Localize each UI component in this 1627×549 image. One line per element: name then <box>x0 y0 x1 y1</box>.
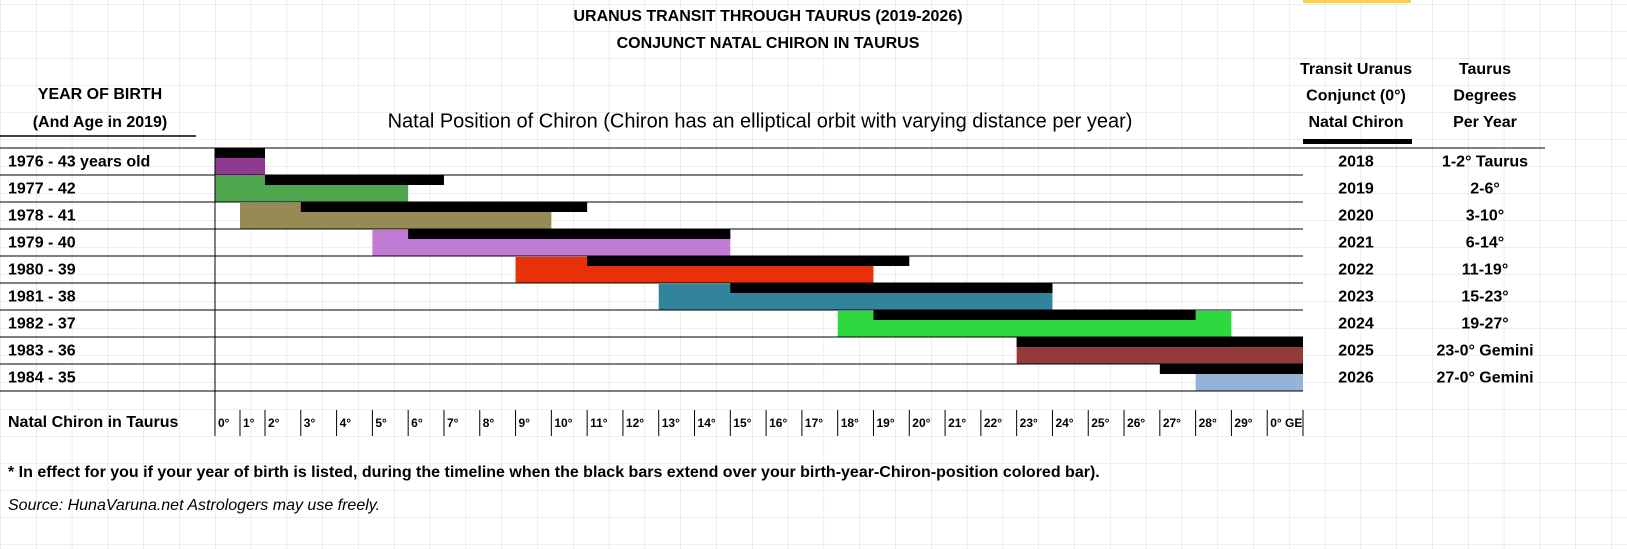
table-header: Per Year <box>1453 114 1517 131</box>
row-label: 1979 - 40 <box>8 235 76 252</box>
table-cell: 11-19° <box>1462 262 1508 279</box>
axis-tick-label: 7° <box>447 416 459 430</box>
axis-tick-label: 20° <box>912 416 930 430</box>
table-cell: 1-2° Taurus <box>1442 154 1528 171</box>
axis-tick-label: 12° <box>626 416 644 430</box>
axis-tick-label: 19° <box>876 416 894 430</box>
table-cell: 15-23° <box>1461 289 1508 306</box>
transit-bar <box>300 202 588 212</box>
transit-bar <box>1159 364 1303 374</box>
axis-tick-label: 27° <box>1163 416 1181 430</box>
table-cell: 23-0° Gemini <box>1436 343 1533 360</box>
row-header: YEAR OF BIRTH <box>38 86 162 103</box>
axis-tick-label: 28° <box>1199 416 1217 430</box>
axis-tick-label: 26° <box>1127 416 1145 430</box>
source: Source: HunaVaruna.net Astrologers may u… <box>8 497 380 514</box>
table-cell: 2022 <box>1338 262 1374 279</box>
table-header: Natal Chiron <box>1308 114 1403 131</box>
selection-edge <box>1303 0 1411 3</box>
table-cell: 27-0° Gemini <box>1436 370 1533 387</box>
subtitle: CONJUNCT NATAL CHIRON IN TAURUS <box>617 35 920 52</box>
table-cell: 6-14° <box>1466 235 1504 252</box>
row-label: 1977 - 42 <box>8 181 76 198</box>
axis-tick-label: 6° <box>411 416 423 430</box>
transit-bar <box>1016 337 1303 347</box>
row-label: 1981 - 38 <box>8 289 76 306</box>
axis-tick-label: 0° <box>218 416 230 430</box>
axis-tick-label: 18° <box>841 416 859 430</box>
table-header: Transit Uranus <box>1300 61 1412 78</box>
transit-bar <box>730 283 1053 293</box>
table-header: Degrees <box>1453 88 1516 105</box>
transit-bar <box>408 229 731 239</box>
transit-bar <box>265 175 444 185</box>
axis-tick-label: 15° <box>733 416 751 430</box>
axis-tick-label: 29° <box>1234 416 1252 430</box>
axis-tick-label: 5° <box>375 416 387 430</box>
header-underline <box>1303 139 1412 144</box>
title: URANUS TRANSIT THROUGH TAURUS (2019-2026… <box>573 8 962 25</box>
row-header: (And Age in 2019) <box>33 114 168 131</box>
transit-bar <box>215 148 265 158</box>
axis-tick-label: 21° <box>948 416 966 430</box>
table-cell: 19-27° <box>1461 316 1508 333</box>
axis-tick-label: 23° <box>1020 416 1038 430</box>
axis-tick-label: 8° <box>483 416 495 430</box>
row-label: 1982 - 37 <box>8 316 76 333</box>
row-label: 1984 - 35 <box>8 370 76 387</box>
table-cell: 2024 <box>1338 316 1374 333</box>
row-label: 1978 - 41 <box>8 208 76 225</box>
axis-tick-label: 0° GE <box>1270 416 1302 430</box>
footnote: * In effect for you if your year of birt… <box>8 464 1100 481</box>
axis-tick-label: 4° <box>340 416 352 430</box>
table-cell: 2023 <box>1338 289 1374 306</box>
row-label: 1980 - 39 <box>8 262 76 279</box>
table-cell: 2-6° <box>1470 181 1500 198</box>
axis-tick-label: 25° <box>1091 416 1109 430</box>
table-header: Taurus <box>1459 61 1511 78</box>
axis-tick-label: 14° <box>698 416 716 430</box>
plot-title: Natal Position of Chiron (Chiron has an … <box>388 110 1133 132</box>
table-cell: 2025 <box>1338 343 1374 360</box>
axis-label: Natal Chiron in Taurus <box>8 414 178 431</box>
axis-tick-label: 22° <box>984 416 1002 430</box>
table-cell: 2018 <box>1338 154 1374 171</box>
transit-bar <box>587 256 910 266</box>
axis-tick-label: 11° <box>590 416 608 430</box>
table-header: Conjunct (0°) <box>1306 88 1406 105</box>
axis-tick-label: 3° <box>304 416 316 430</box>
axis-tick-label: 1° <box>243 416 255 430</box>
axis-tick-label: 2° <box>268 416 280 430</box>
axis-tick-label: 10° <box>554 416 572 430</box>
transit-bar <box>873 310 1196 320</box>
table-cell: 2026 <box>1338 370 1374 387</box>
row-label: 1976 - 43 years old <box>8 154 150 171</box>
axis-tick-label: 24° <box>1055 416 1073 430</box>
axis-tick-label: 17° <box>805 416 823 430</box>
table-cell: 2021 <box>1338 235 1374 252</box>
axis-tick-label: 9° <box>519 416 531 430</box>
table-cell: 2019 <box>1338 181 1374 198</box>
table-cell: 2020 <box>1338 208 1374 225</box>
table-cell: 3-10° <box>1466 208 1504 225</box>
axis-tick-label: 13° <box>662 416 680 430</box>
axis-tick-label: 16° <box>769 416 787 430</box>
row-label: 1983 - 36 <box>8 343 76 360</box>
